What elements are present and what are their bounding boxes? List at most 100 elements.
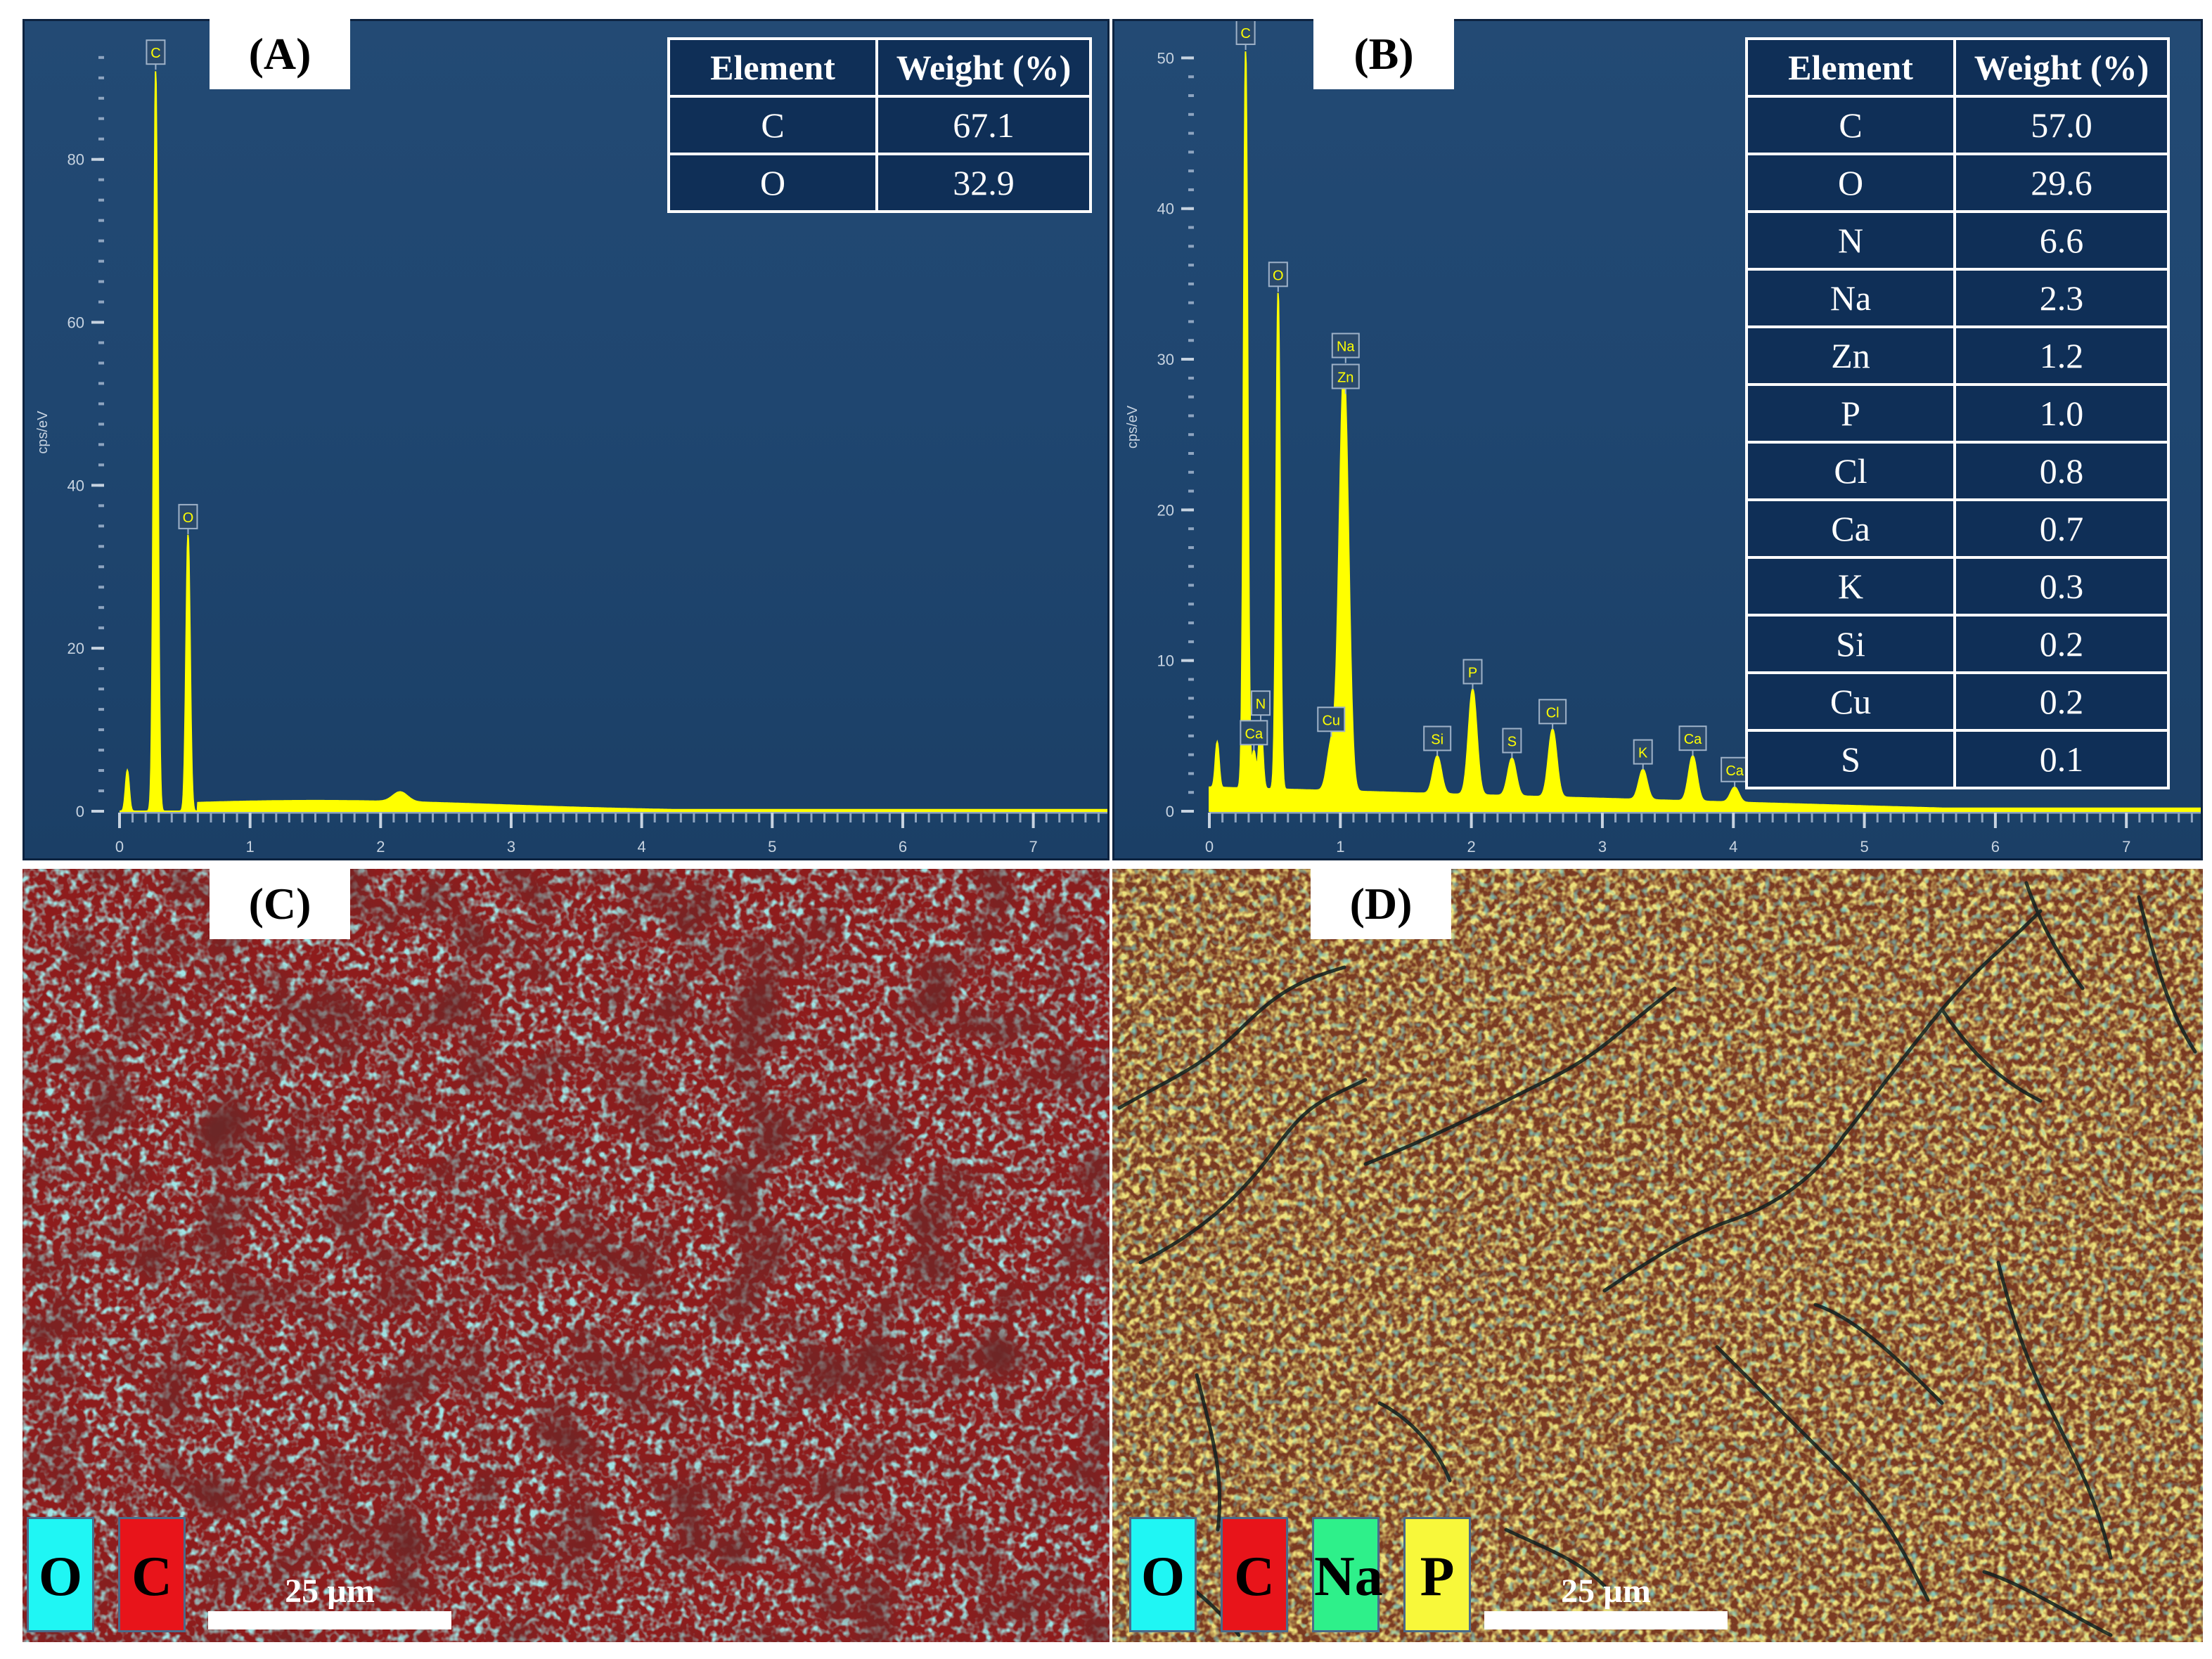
legend-swatch-c: C bbox=[118, 1517, 186, 1632]
table-row: N 6.6 bbox=[1745, 210, 2170, 271]
peak-label-cl: Cl bbox=[1538, 699, 1567, 730]
surface-cracks bbox=[1117, 881, 2197, 1637]
y-tick-label: 20 bbox=[67, 640, 84, 657]
svg-text:Ca: Ca bbox=[1684, 732, 1702, 747]
legend-swatch-p: P bbox=[1403, 1517, 1471, 1632]
table-cell: 0.2 bbox=[1953, 614, 2170, 674]
legend-swatch-c: C bbox=[1221, 1517, 1288, 1632]
svg-text:S: S bbox=[1507, 735, 1517, 750]
svg-text:Cu: Cu bbox=[1322, 713, 1340, 728]
x-tick-label: 6 bbox=[899, 838, 907, 856]
table-cell: Na bbox=[1745, 268, 1956, 328]
table-cell: C bbox=[1745, 95, 1956, 155]
svg-text:Cl: Cl bbox=[1546, 705, 1560, 721]
x-tick-label: 7 bbox=[2122, 838, 2130, 856]
x-tick-label: 1 bbox=[246, 838, 255, 856]
table-cell: 0.3 bbox=[1953, 556, 2170, 617]
table-row: P 1.0 bbox=[1745, 383, 2170, 444]
table-cell: P bbox=[1745, 383, 1956, 444]
y-tick-label: 30 bbox=[1157, 351, 1174, 368]
y-tick-label: 40 bbox=[67, 477, 84, 494]
map-texture-c bbox=[22, 869, 1110, 1642]
legend-swatch-na: Na bbox=[1312, 1517, 1383, 1632]
table-cell: Cl bbox=[1745, 441, 1956, 501]
svg-text:Ca: Ca bbox=[1245, 726, 1263, 742]
table-cell: C bbox=[667, 95, 878, 155]
spectrum-area bbox=[120, 71, 1107, 812]
peak-label-na: Na bbox=[1331, 333, 1360, 363]
x-tick-label: 5 bbox=[1860, 838, 1868, 856]
legend-swatch-o: O bbox=[27, 1517, 94, 1632]
scale-label-c: 25 µm bbox=[285, 1573, 375, 1610]
table-cell: 32.9 bbox=[875, 153, 1092, 213]
table-header: Weight (%) bbox=[875, 37, 1092, 98]
table-cell: 1.0 bbox=[1953, 383, 2170, 444]
scale-label-d: 25 µm bbox=[1561, 1573, 1651, 1610]
y-tick-label: 0 bbox=[76, 803, 84, 820]
peak-label-n: N bbox=[1251, 690, 1271, 721]
scale-bar-c bbox=[208, 1611, 451, 1629]
table-cell: Ca bbox=[1745, 498, 1956, 559]
table-row: C 57.0 bbox=[1745, 95, 2170, 155]
svg-text:N: N bbox=[1256, 697, 1266, 712]
eds-map-c bbox=[22, 869, 1110, 1642]
x-tick-label: 1 bbox=[1336, 838, 1344, 856]
x-tick-label: 0 bbox=[115, 838, 124, 856]
table-row: S 0.1 bbox=[1745, 729, 2170, 789]
x-tick-label: 6 bbox=[1991, 838, 2000, 856]
table-header: Element bbox=[667, 37, 878, 98]
x-tick-label: 2 bbox=[1467, 838, 1476, 856]
table-header: Weight (%) bbox=[1953, 37, 2170, 98]
table-cell: Cu bbox=[1745, 671, 1956, 732]
table-cell: Si bbox=[1745, 614, 1956, 674]
y-tick-label: 20 bbox=[1157, 501, 1174, 519]
spectrum-area bbox=[1209, 51, 2201, 812]
eds-map-d bbox=[1112, 869, 2203, 1642]
y-axis-label: cps/eV bbox=[35, 411, 51, 454]
x-tick-label: 0 bbox=[1205, 838, 1214, 856]
y-tick-label: 10 bbox=[1157, 652, 1174, 670]
weight-table-b: Element Weight (%) C 57.0 O 29.6 N 6.6 Na 2.3 Zn 1… bbox=[1745, 37, 2170, 789]
table-cell: S bbox=[1745, 729, 1956, 789]
svg-text:P: P bbox=[1468, 665, 1477, 680]
x-tick-label: 3 bbox=[1598, 838, 1607, 856]
table-cell: Zn bbox=[1745, 325, 1956, 386]
svg-text:Na: Na bbox=[1337, 340, 1355, 355]
table-cell: 6.6 bbox=[1953, 210, 2170, 271]
table-cell: O bbox=[1745, 153, 1956, 213]
table-cell: 0.8 bbox=[1953, 441, 2170, 501]
map-texture-d bbox=[1112, 869, 2203, 1642]
table-row: Ca 0.7 bbox=[1745, 498, 2170, 559]
panel-label-b: (B) bbox=[1313, 19, 1454, 89]
table-row: Cl 0.8 bbox=[1745, 441, 2170, 501]
panel-label-d: (D) bbox=[1311, 869, 1451, 939]
svg-text:K: K bbox=[1638, 746, 1648, 761]
table-row: O 29.6 bbox=[1745, 153, 2170, 213]
peak-label-c: C bbox=[1235, 21, 1256, 51]
peak-label-si: Si bbox=[1423, 725, 1452, 756]
peak-label-k: K bbox=[1633, 739, 1653, 770]
table-row: Zn 1.2 bbox=[1745, 325, 2170, 386]
y-axis-label: cps/eV bbox=[1125, 405, 1140, 448]
peak-label-ca: Ca bbox=[1678, 725, 1707, 756]
svg-text:Si: Si bbox=[1431, 732, 1443, 747]
table-cell: K bbox=[1745, 556, 1956, 617]
panel-label-c: (C) bbox=[210, 869, 350, 939]
svg-text:Zn: Zn bbox=[1337, 370, 1353, 386]
table-cell: N bbox=[1745, 210, 1956, 271]
peak-label-ca: Ca bbox=[1721, 756, 1749, 787]
svg-text:C: C bbox=[150, 46, 160, 61]
peak-label-zn: Zn bbox=[1331, 363, 1360, 394]
peak-label-ca: Ca bbox=[1240, 720, 1268, 751]
peak-label-s: S bbox=[1502, 728, 1522, 759]
y-tick-label: 80 bbox=[67, 151, 84, 169]
panel-label-a: (A) bbox=[210, 19, 350, 89]
svg-text:O: O bbox=[1273, 268, 1284, 283]
x-tick-label: 5 bbox=[768, 838, 776, 856]
table-row: K 0.3 bbox=[1745, 556, 2170, 617]
x-tick-label: 7 bbox=[1029, 838, 1037, 856]
table-cell: 29.6 bbox=[1953, 153, 2170, 213]
table-cell: 67.1 bbox=[875, 95, 1092, 155]
